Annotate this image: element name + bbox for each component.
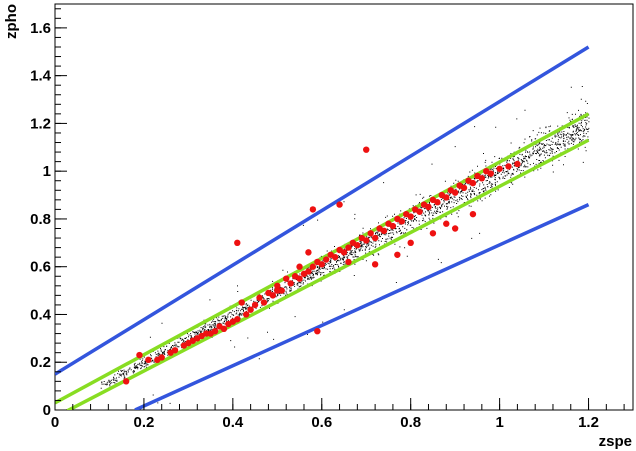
highlighted-point xyxy=(469,179,477,187)
highlighted-point xyxy=(136,351,143,359)
highlighted-point xyxy=(398,218,405,225)
x-tick-label: 1.2 xyxy=(578,414,599,431)
x-tick-label: 1 xyxy=(495,414,503,431)
highlighted-point xyxy=(371,234,379,242)
highlighted-point xyxy=(487,170,494,177)
highlighted-point xyxy=(407,213,414,220)
highlighted-point xyxy=(407,239,414,247)
y-tick-label: 1.2 xyxy=(30,115,51,132)
highlighted-point xyxy=(514,160,521,168)
highlighted-point xyxy=(371,261,379,268)
y-tick-label: 1 xyxy=(43,163,51,180)
highlighted-point xyxy=(389,222,397,230)
highlighted-point xyxy=(247,306,254,313)
highlighted-point xyxy=(451,225,459,232)
y-tick-label: 0.8 xyxy=(30,211,51,228)
highlighted-point xyxy=(443,194,450,201)
highlighted-point xyxy=(460,184,468,192)
highlighted-point xyxy=(269,292,277,299)
x-axis-title: zspe xyxy=(599,433,632,450)
highlighted-point xyxy=(354,242,361,249)
highlighted-point xyxy=(429,230,437,237)
x-tick-label: 0.6 xyxy=(311,414,332,431)
highlighted-point xyxy=(380,227,388,235)
highlighted-point xyxy=(251,301,259,309)
highlighted-point xyxy=(496,165,503,172)
highlighted-point xyxy=(416,208,423,215)
highlighted-point xyxy=(260,299,268,306)
plot-area xyxy=(54,3,634,411)
x-tick-label: 0.8 xyxy=(400,414,421,431)
y-tick-label: 0.2 xyxy=(30,354,51,371)
highlighted-point xyxy=(171,347,179,354)
highlighted-point xyxy=(158,354,165,361)
highlighted-point xyxy=(367,230,374,237)
highlighted-point xyxy=(278,287,285,294)
highlighted-point xyxy=(238,299,245,306)
highlighted-point xyxy=(478,175,486,182)
highlighted-point xyxy=(314,327,321,335)
highlighted-point xyxy=(145,356,152,364)
highlighted-point xyxy=(425,203,432,211)
highlighted-point xyxy=(469,210,477,218)
highlighted-point xyxy=(234,316,241,323)
highlighted-point xyxy=(340,249,348,256)
highlighted-point xyxy=(296,275,303,282)
highlighted-point xyxy=(434,199,441,206)
highlighted-point xyxy=(505,163,512,170)
axes: 0 0.2 0.4 0.6 0.8 1 1.2 0 0.2 0.4 0.6 0.8 1 1.2 1.4 1.6 xyxy=(30,8,625,431)
highlighted-point xyxy=(443,220,450,227)
highlighted-point xyxy=(336,201,343,208)
highlighted-point xyxy=(296,263,303,270)
reference-line-1 xyxy=(55,45,590,376)
highlighted-point xyxy=(234,239,241,247)
y-axis-title: zpho xyxy=(3,4,20,39)
y-tick-label: 1.4 xyxy=(30,68,52,85)
highlighted-point xyxy=(274,287,281,294)
highlighted-point xyxy=(309,263,317,270)
x-tick-label: 0.2 xyxy=(133,414,154,431)
reference-line-4 xyxy=(65,138,590,410)
highlighted-point xyxy=(331,253,339,261)
highlighted-point xyxy=(323,256,330,263)
y-tick-label: 0.6 xyxy=(30,259,51,276)
x-tick-label: 0.4 xyxy=(222,414,244,431)
highlighted-point xyxy=(211,327,219,335)
y-tick-label: 0.4 xyxy=(30,306,52,323)
highlighted-point xyxy=(394,251,401,258)
plot-frame xyxy=(54,3,634,411)
reference-line-2 xyxy=(134,203,590,410)
highlighted-point xyxy=(287,280,294,287)
highlighted-point xyxy=(451,189,459,196)
highlighted-point xyxy=(309,206,317,213)
highlighted-point xyxy=(202,330,210,337)
y-tick-label: 1.6 xyxy=(30,20,51,37)
highlighted-point xyxy=(242,311,250,318)
y-tick-label: 0 xyxy=(43,402,51,419)
reference-lines xyxy=(55,45,590,410)
highlighted-point xyxy=(363,237,370,244)
reference-line-3 xyxy=(55,112,590,405)
highlighted-point xyxy=(345,258,352,266)
highlighted-point xyxy=(345,244,352,251)
highlighted-point xyxy=(256,294,263,301)
highlighted-point xyxy=(318,261,325,268)
highlighted-point xyxy=(305,268,312,275)
x-tick-label: 0 xyxy=(51,414,59,431)
highlighted-point xyxy=(220,325,228,332)
highlighted-point xyxy=(283,275,290,282)
highlighted-point xyxy=(363,146,370,153)
highlighted-points xyxy=(122,146,521,385)
highlighted-point xyxy=(122,378,130,385)
highlighted-point xyxy=(274,282,281,290)
highlighted-point xyxy=(305,249,312,256)
